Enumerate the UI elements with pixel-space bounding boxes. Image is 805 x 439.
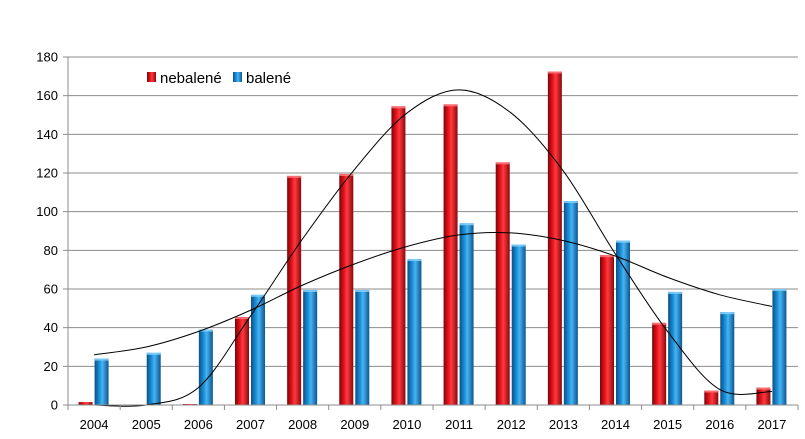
x-tick-label: 2009 xyxy=(340,417,369,432)
y-tick-label: 180 xyxy=(36,50,58,65)
bar-balene xyxy=(251,294,265,405)
bar-balene xyxy=(355,289,370,405)
bar-top-highlight xyxy=(720,312,735,315)
bar-top-highlight xyxy=(668,291,683,294)
bar-top-highlight xyxy=(303,289,318,292)
bar-top-highlight xyxy=(704,390,719,393)
y-tick-label: 160 xyxy=(36,88,58,103)
bar-balene xyxy=(198,329,213,405)
bar-nebalene xyxy=(235,317,249,405)
bar-balene xyxy=(511,244,526,405)
y-tick-label: 80 xyxy=(44,243,58,258)
bar-top-highlight xyxy=(355,289,370,292)
bar-top-highlight xyxy=(146,352,161,355)
x-tick-label: 2006 xyxy=(184,417,213,432)
bar-top-highlight xyxy=(339,173,354,176)
bar-nebalene xyxy=(78,402,93,405)
bar-balene xyxy=(668,291,683,405)
bar-top-highlight xyxy=(391,106,406,109)
y-tick-label: 100 xyxy=(36,204,58,219)
bar-balene xyxy=(720,312,735,405)
bar-balene xyxy=(772,289,787,405)
trendline-nebalene xyxy=(94,89,772,407)
bar-balene xyxy=(407,259,422,405)
x-tick-label: 2010 xyxy=(392,417,421,432)
legend-label-nebalene: nebalené xyxy=(160,70,222,87)
trendlines xyxy=(93,89,773,407)
x-tick-label: 2016 xyxy=(705,417,734,432)
bar-top-highlight xyxy=(652,322,667,325)
bar-nebalene xyxy=(756,387,771,405)
bar-nebalene xyxy=(339,173,354,405)
gridlines xyxy=(68,56,798,406)
bar-nebalene xyxy=(443,104,458,405)
bar-top-highlight xyxy=(616,240,630,243)
bar-balene xyxy=(146,352,161,405)
bar-nebalene xyxy=(652,322,667,405)
y-tick-label: 140 xyxy=(36,127,58,142)
bar-top-highlight xyxy=(443,104,458,107)
legend-swatch-nebalene xyxy=(147,72,156,82)
bars xyxy=(78,71,787,406)
bar-top-highlight xyxy=(94,358,109,361)
bar-nebalene xyxy=(495,162,510,405)
x-tick-label: 2017 xyxy=(757,417,786,432)
bar-nebalene xyxy=(600,255,614,405)
bar-nebalene xyxy=(287,175,302,405)
legend-label-balene: balené xyxy=(246,70,291,87)
bar-balene xyxy=(303,289,318,405)
bar-top-highlight xyxy=(235,317,249,320)
y-tick-label: 120 xyxy=(36,166,58,181)
bar-balene xyxy=(616,240,630,405)
x-tick-label: 2011 xyxy=(445,417,473,432)
y-tick-label: 60 xyxy=(44,282,58,297)
x-tick-label: 2015 xyxy=(653,417,682,432)
bar-top-highlight xyxy=(772,289,787,291)
legend: nebalené balené xyxy=(147,70,291,87)
bar-nebalene xyxy=(704,390,719,405)
x-tick-label: 2012 xyxy=(497,417,526,432)
bar-nebalene xyxy=(391,106,406,406)
trendline-balene xyxy=(93,232,773,356)
bar-top-highlight xyxy=(198,329,213,332)
y-tick-label: 0 xyxy=(51,398,58,413)
x-tick-label: 2008 xyxy=(288,417,317,432)
bar-top-highlight xyxy=(511,244,526,247)
bar-top-highlight xyxy=(563,201,578,204)
bar-top-highlight xyxy=(756,387,771,390)
bar-top-highlight xyxy=(495,162,510,165)
x-tick-label: 2013 xyxy=(549,417,578,432)
bar-top-highlight xyxy=(287,175,302,178)
bar-balene xyxy=(563,201,578,405)
bar-balene xyxy=(459,223,474,405)
y-tick-label: 40 xyxy=(44,320,58,335)
bar-top-highlight xyxy=(547,71,562,74)
bar-top-highlight xyxy=(459,223,474,226)
x-tick-label: 2005 xyxy=(132,417,161,432)
x-tick-label: 2007 xyxy=(236,417,265,432)
bar-top-highlight xyxy=(600,255,614,258)
bar-top-highlight xyxy=(251,294,265,297)
bar-balene xyxy=(94,358,109,405)
y-tick-label: 20 xyxy=(44,359,58,374)
x-tick-label: 2014 xyxy=(601,417,630,432)
legend-swatch-balene xyxy=(233,72,242,82)
axes: 0 20 40 60 80 100 120 140 160 180 2004 2005 2006 2007… xyxy=(36,50,799,432)
x-tick-label: 2004 xyxy=(80,417,109,432)
bar-top-highlight xyxy=(407,259,422,262)
